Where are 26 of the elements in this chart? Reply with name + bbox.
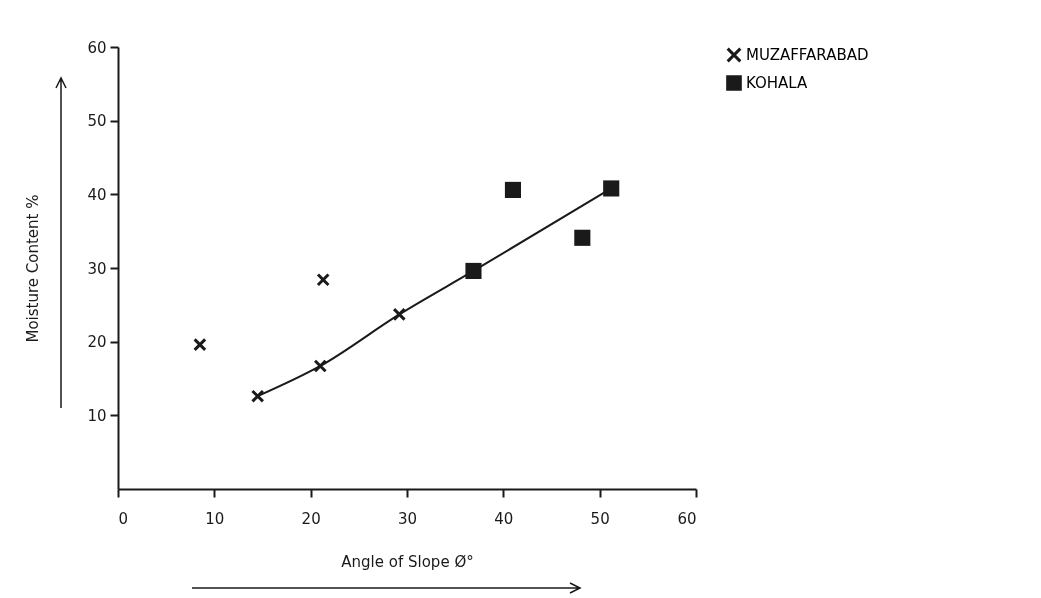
x-tick-label: 60 bbox=[677, 509, 697, 528]
point bbox=[313, 359, 328, 373]
x-tick-label: 30 bbox=[397, 509, 418, 528]
point bbox=[193, 337, 207, 352]
legend-label: MUZAFFARABAD bbox=[746, 46, 869, 64]
x-tick-label: 50 bbox=[590, 509, 610, 528]
y-tick-label: 60 bbox=[87, 38, 107, 57]
x-tick-label: 0 bbox=[118, 509, 129, 528]
x-tick-label: 40 bbox=[494, 509, 514, 528]
x-tick-label: 10 bbox=[205, 509, 225, 528]
y-tick-label: 50 bbox=[87, 112, 107, 131]
y-axis-title: Moisture Content % bbox=[24, 194, 43, 343]
legend-label: KOHALA bbox=[746, 74, 809, 92]
point bbox=[250, 389, 265, 403]
x-tick-label: 20 bbox=[301, 509, 321, 528]
y-tick-label: 30 bbox=[87, 259, 107, 278]
point bbox=[574, 229, 591, 246]
y-tick-label: 40 bbox=[87, 185, 107, 204]
y-tick-label: 20 bbox=[87, 333, 107, 352]
point bbox=[392, 307, 407, 322]
point bbox=[465, 262, 482, 280]
x-axis-title: Angle of Slope Ø° bbox=[341, 552, 474, 571]
point bbox=[316, 273, 330, 287]
point bbox=[603, 180, 620, 197]
point bbox=[504, 181, 522, 198]
y-tick-label: 10 bbox=[87, 406, 107, 425]
